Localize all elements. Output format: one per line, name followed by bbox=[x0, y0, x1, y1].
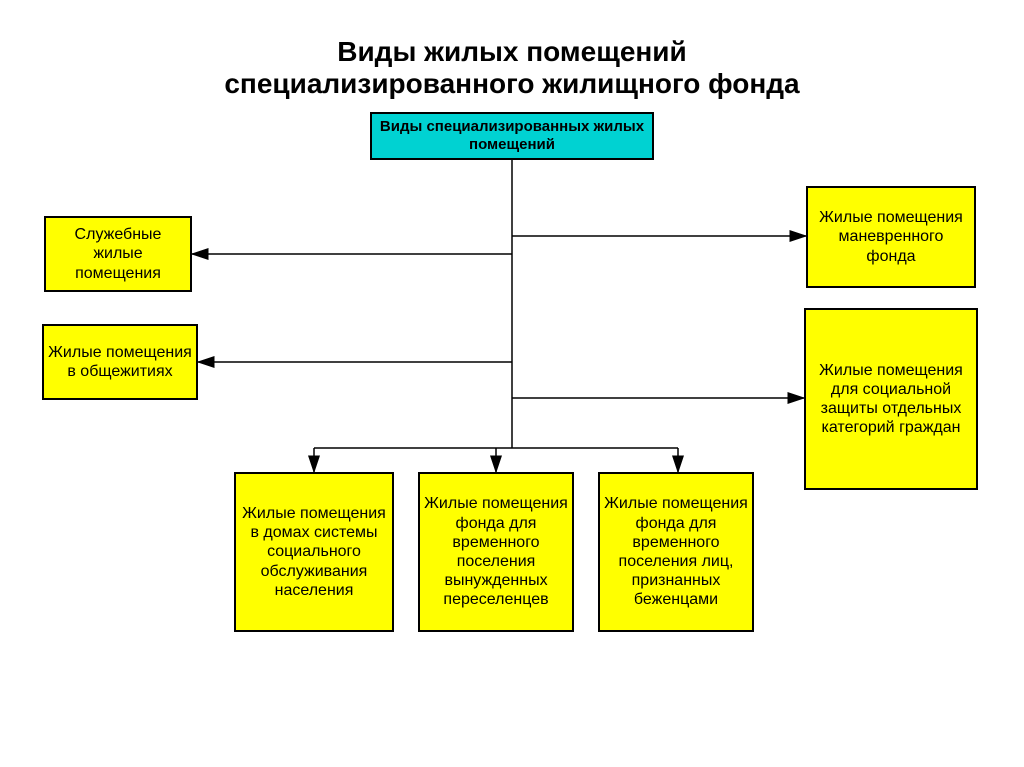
title-line1: Виды жилых помещений bbox=[337, 36, 686, 67]
diagram-title: Виды жилых помещений специализированного… bbox=[0, 36, 1024, 100]
node-left1-label: Служебные жилые помещения bbox=[50, 225, 186, 283]
node-root: Виды специализированных жилых помещений bbox=[370, 112, 654, 160]
node-left1: Служебные жилые помещения bbox=[44, 216, 192, 292]
title-line2: специализированного жилищного фонда bbox=[224, 68, 799, 99]
node-bot1: Жилые помещения в домах системы социальн… bbox=[234, 472, 394, 632]
node-right2-label: Жилые помещения для социальной защиты от… bbox=[810, 361, 972, 438]
node-bot3: Жилые помещения фонда для временного пос… bbox=[598, 472, 754, 632]
node-left2-label: Жилые помещения в общежитиях bbox=[48, 343, 192, 381]
node-root-label: Виды специализированных жилых помещений bbox=[376, 118, 648, 154]
node-bot1-label: Жилые помещения в домах системы социальн… bbox=[240, 504, 388, 600]
node-bot2: Жилые помещения фонда для временного пос… bbox=[418, 472, 574, 632]
node-bot3-label: Жилые помещения фонда для временного пос… bbox=[604, 494, 748, 609]
node-bot2-label: Жилые помещения фонда для временного пос… bbox=[424, 494, 568, 609]
node-right2: Жилые помещения для социальной защиты от… bbox=[804, 308, 978, 490]
node-left2: Жилые помещения в общежитиях bbox=[42, 324, 198, 400]
node-right1-label: Жилые помещения маневренного фонда bbox=[812, 208, 970, 266]
node-right1: Жилые помещения маневренного фонда bbox=[806, 186, 976, 288]
